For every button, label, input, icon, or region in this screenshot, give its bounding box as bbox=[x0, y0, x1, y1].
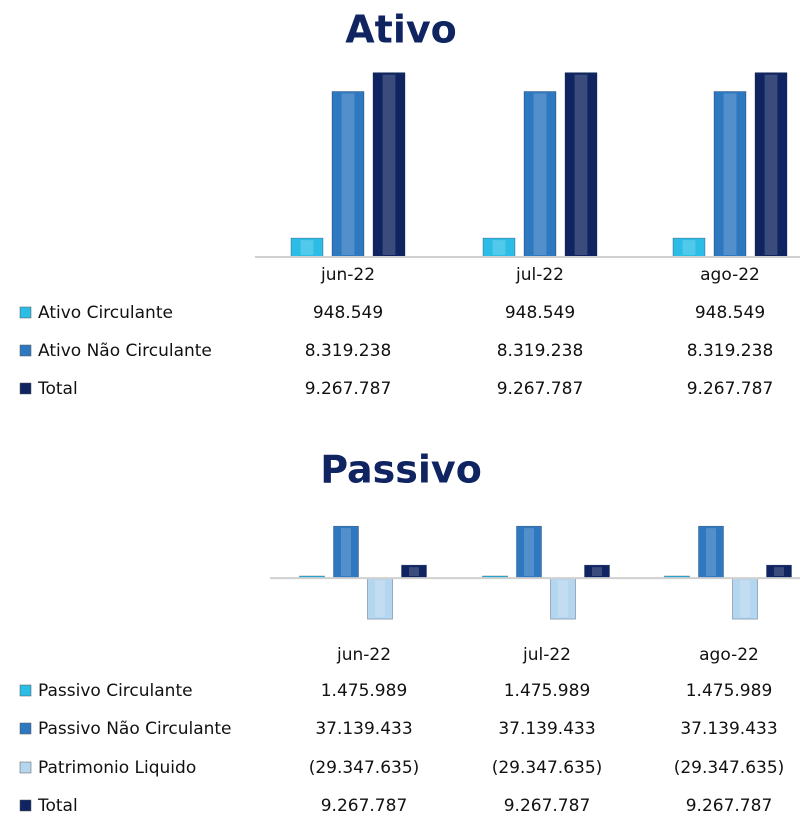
bar-highlight bbox=[341, 93, 355, 255]
chart-title: Ativo bbox=[345, 8, 456, 52]
bar-highlight bbox=[524, 528, 534, 577]
legend-swatch bbox=[19, 761, 32, 774]
bar-highlight bbox=[682, 240, 696, 255]
legend-label: Patrimonio Liquido bbox=[38, 758, 196, 778]
value-label: 8.319.238 bbox=[305, 341, 392, 361]
legend-label: Total bbox=[37, 379, 78, 399]
category-label: jul-22 bbox=[522, 645, 571, 665]
value-label: 37.139.433 bbox=[498, 719, 595, 739]
value-label: 9.267.787 bbox=[504, 796, 591, 816]
legend-label: Ativo Circulante bbox=[38, 303, 173, 323]
legend-swatch bbox=[19, 799, 32, 812]
bar-highlight bbox=[764, 74, 778, 255]
value-label: 37.139.433 bbox=[315, 719, 412, 739]
bar-highlight bbox=[723, 93, 737, 255]
value-label: (29.347.635) bbox=[492, 758, 603, 778]
legend-swatch bbox=[19, 382, 32, 395]
bar bbox=[550, 577, 576, 620]
bar bbox=[698, 525, 724, 579]
chart-title: Passivo bbox=[320, 448, 482, 492]
value-label: (29.347.635) bbox=[674, 758, 785, 778]
value-label: 8.319.238 bbox=[497, 341, 584, 361]
bar-highlight bbox=[592, 567, 602, 577]
bar-highlight bbox=[492, 240, 506, 255]
legend-swatch bbox=[19, 722, 32, 735]
bar bbox=[331, 91, 365, 258]
category-label: jun-22 bbox=[336, 645, 391, 665]
value-label: 9.267.787 bbox=[305, 379, 392, 399]
bar bbox=[367, 577, 393, 620]
legend-swatch bbox=[19, 344, 32, 357]
bar bbox=[516, 525, 542, 579]
bar-highlight bbox=[774, 567, 784, 577]
value-label: 948.549 bbox=[505, 303, 575, 323]
bar-highlight bbox=[558, 580, 568, 618]
value-label: 1.475.989 bbox=[321, 681, 408, 701]
value-label: 1.475.989 bbox=[686, 681, 773, 701]
legend-swatch bbox=[19, 306, 32, 319]
value-label: 948.549 bbox=[313, 303, 383, 323]
value-label: 1.475.989 bbox=[504, 681, 591, 701]
bar-highlight bbox=[409, 567, 419, 577]
bar bbox=[754, 72, 788, 258]
bar-highlight bbox=[574, 74, 588, 255]
bar bbox=[732, 577, 758, 620]
bar-highlight bbox=[341, 528, 351, 577]
bar-highlight bbox=[375, 580, 385, 618]
category-label: ago-22 bbox=[699, 645, 759, 665]
value-label: 9.267.787 bbox=[686, 796, 773, 816]
value-label: 8.319.238 bbox=[687, 341, 774, 361]
bar-highlight bbox=[300, 240, 314, 255]
bar-highlight bbox=[382, 74, 396, 255]
value-label: 9.267.787 bbox=[321, 796, 408, 816]
legend-label: Ativo Não Circulante bbox=[38, 341, 212, 361]
legend-swatch bbox=[19, 684, 32, 697]
legend-label: Passivo Não Circulante bbox=[38, 719, 232, 739]
value-label: 948.549 bbox=[695, 303, 765, 323]
value-label: 37.139.433 bbox=[680, 719, 777, 739]
value-label: 9.267.787 bbox=[687, 379, 774, 399]
value-label: (29.347.635) bbox=[309, 758, 420, 778]
legend-label: Total bbox=[37, 796, 78, 816]
category-label: jun-22 bbox=[320, 265, 375, 285]
category-label: jul-22 bbox=[515, 265, 564, 285]
value-label: 9.267.787 bbox=[497, 379, 584, 399]
category-label: ago-22 bbox=[700, 265, 760, 285]
bar-highlight bbox=[706, 528, 716, 577]
bar-highlight bbox=[533, 93, 547, 255]
legend-label: Passivo Circulante bbox=[38, 681, 193, 701]
bar-highlight bbox=[740, 580, 750, 618]
